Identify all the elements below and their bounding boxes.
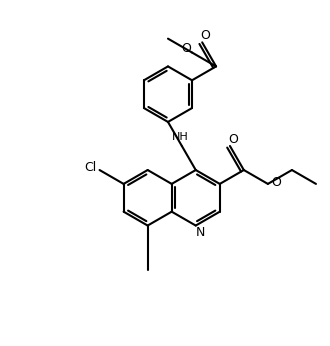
Text: O: O — [200, 29, 210, 42]
Text: N: N — [196, 226, 205, 239]
Text: O: O — [271, 176, 281, 189]
Text: O: O — [228, 133, 238, 146]
Text: NH: NH — [172, 132, 188, 142]
Text: Cl: Cl — [84, 161, 97, 174]
Text: O: O — [181, 42, 191, 55]
